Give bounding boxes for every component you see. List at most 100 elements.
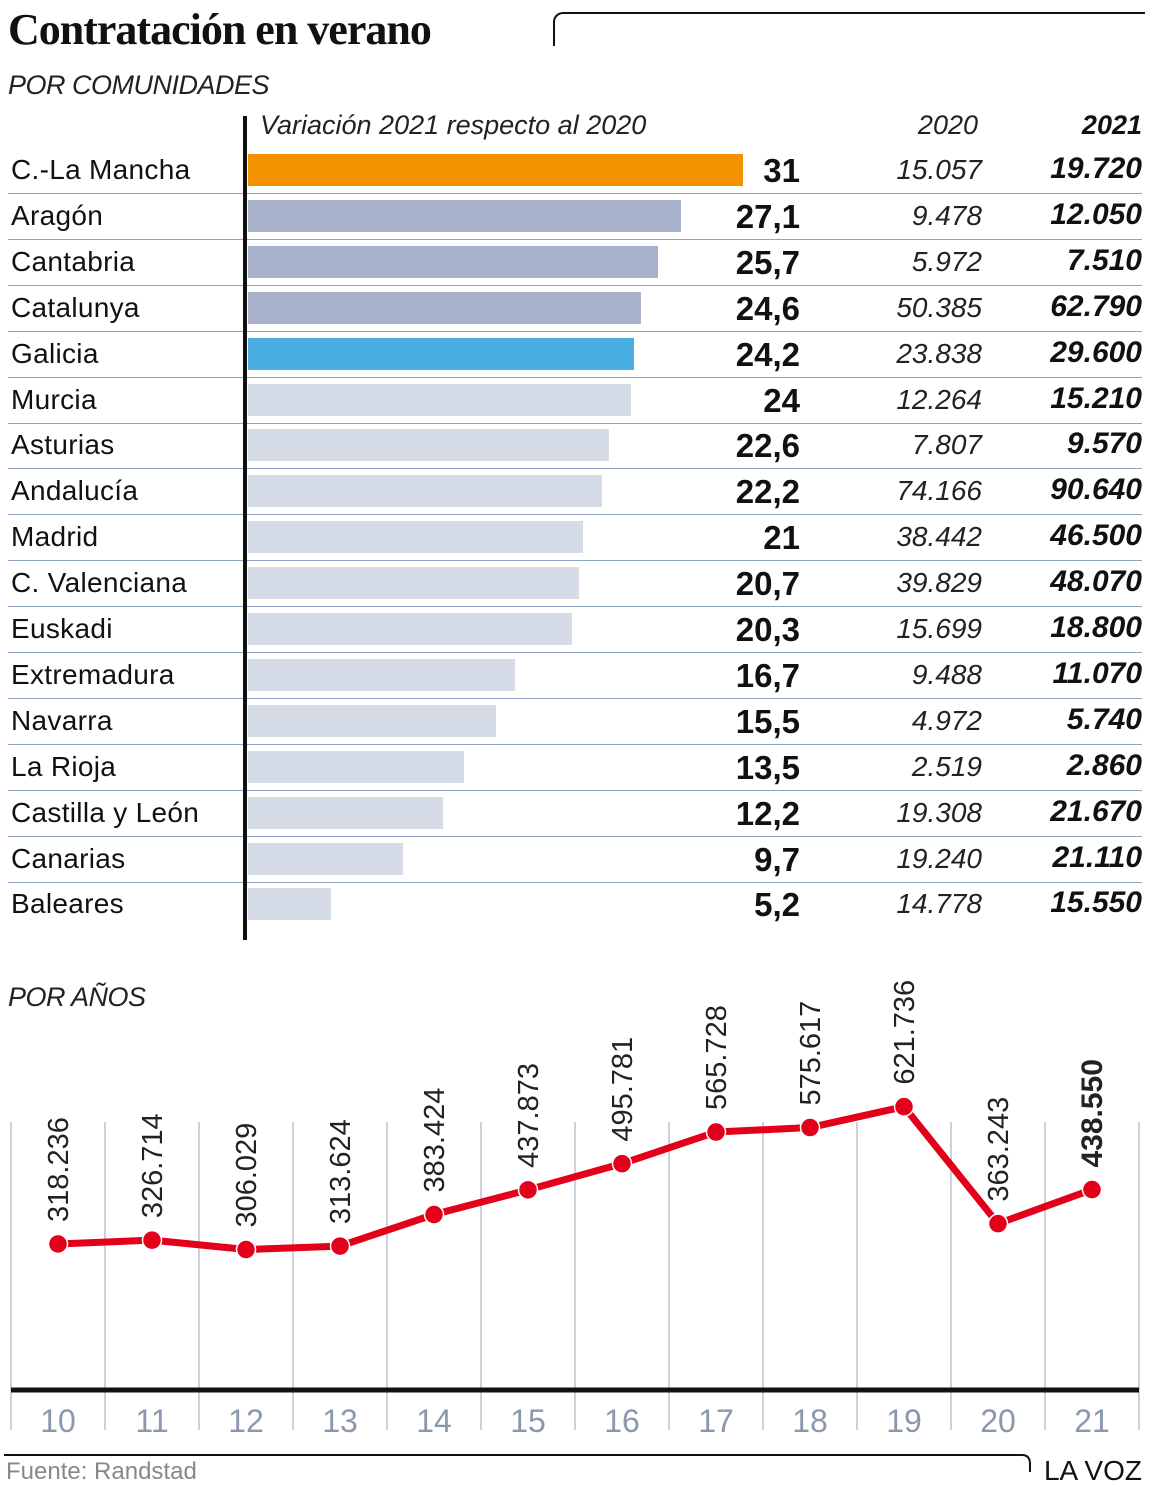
table-row: La Rioja 13,5 2.519 2.860 — [8, 745, 1142, 791]
data-label: 326.714 — [137, 1113, 169, 1218]
variation-bar — [248, 475, 603, 508]
table-row: Galicia 24,2 23.838 29.600 — [8, 332, 1142, 378]
variation-bar — [248, 658, 515, 691]
community-name: Andalucía — [11, 475, 139, 507]
variation-bar — [248, 888, 332, 921]
table-row: Asturias 22,6 7.807 9.570 — [8, 423, 1142, 470]
data-label: 363.243 — [983, 1097, 1015, 1202]
community-name: Catalunya — [11, 291, 140, 323]
column-header-2021: 2021 — [1081, 110, 1142, 140]
variation-bar — [248, 291, 641, 324]
variation-bar — [248, 750, 464, 783]
x-tick-label: 15 — [510, 1403, 546, 1439]
data-point — [141, 1229, 163, 1251]
community-name: C.-La Mancha — [11, 154, 191, 185]
value-2020: 38.442 — [896, 521, 982, 553]
community-name: Castilla y León — [11, 796, 200, 828]
value-2020: 15.699 — [896, 613, 982, 644]
variation-label: 13,5 — [735, 748, 800, 786]
community-name: Baleares — [11, 888, 124, 920]
value-2020: 19.308 — [896, 796, 982, 828]
variation-bar — [248, 613, 573, 645]
data-point — [517, 1179, 539, 1201]
value-2021: 12.050 — [1050, 197, 1142, 231]
page-title: Contratación en verano — [8, 5, 432, 54]
value-2020: 9.488 — [911, 658, 982, 690]
value-2020: 7.807 — [911, 429, 982, 461]
value-2020: 74.166 — [896, 475, 982, 507]
table-row: Canarias 9,7 19.240 21.110 — [8, 837, 1142, 883]
variation-bar — [248, 154, 743, 186]
table-row: Castilla y León 12,2 19.308 21.670 — [8, 791, 1142, 837]
x-tick-label: 11 — [135, 1403, 168, 1439]
variation-label: 22,6 — [735, 427, 800, 465]
data-label: 565.728 — [701, 1005, 733, 1110]
variation-label: 12,2 — [735, 794, 800, 832]
community-name: Euskadi — [11, 613, 113, 644]
table-row: Extremadura 16,7 9.488 11.070 — [8, 653, 1142, 699]
variation-label: 15,5 — [735, 702, 800, 740]
value-2020: 5.972 — [911, 245, 982, 277]
data-point — [611, 1153, 633, 1174]
x-tick-label: 12 — [228, 1403, 264, 1439]
table-row: C. Valenciana 20,7 39.829 48.070 — [8, 561, 1142, 608]
community-name: Aragón — [11, 199, 104, 231]
table-row: Cantabria 25,7 5.972 7.510 — [8, 240, 1142, 286]
variation-bar — [248, 245, 659, 278]
variation-bar — [248, 429, 609, 462]
community-name: Madrid — [11, 521, 99, 553]
table-row: Catalunya 24,6 50.385 62.790 — [8, 286, 1142, 332]
table-row: Baleares 5,2 14.778 15.550 — [8, 882, 1142, 928]
variation-label: 24 — [763, 381, 800, 419]
value-2021: 21.670 — [1050, 794, 1142, 828]
variation-label: 16,7 — [735, 656, 800, 694]
variation-label: 24,2 — [735, 335, 800, 373]
table-row: C.-La Mancha 31 15.057 19.720 — [8, 148, 1142, 194]
table-row: Navarra 15,5 4.972 5.740 — [8, 699, 1142, 745]
value-2021: 9.570 — [1066, 427, 1142, 461]
column-header-variation: Variación 2021 respecto al 2020 — [260, 110, 647, 140]
community-name: C. Valenciana — [11, 567, 188, 599]
variation-label: 9,7 — [754, 840, 800, 878]
x-tick-label: 21 — [1074, 1403, 1110, 1439]
value-2021: 46.500 — [1050, 519, 1142, 553]
data-label: 438.550 — [1076, 1059, 1109, 1167]
x-tick-label: 18 — [792, 1403, 828, 1439]
data-point — [893, 1096, 915, 1117]
table-row: Andalucía 22,2 74.166 90.640 — [8, 469, 1142, 516]
value-2021: 90.640 — [1050, 473, 1142, 507]
value-2021: 11.070 — [1052, 656, 1142, 690]
value-2021: 7.510 — [1066, 243, 1142, 277]
value-2020: 4.972 — [911, 704, 982, 736]
variation-bar — [248, 567, 579, 600]
footer-rule — [4, 1454, 1031, 1472]
variation-bar — [248, 521, 584, 554]
source-note: Fuente: Randstad — [6, 1458, 197, 1485]
variation-label: 22,2 — [735, 473, 800, 511]
x-tick-label: 10 — [40, 1403, 76, 1439]
data-point — [799, 1117, 821, 1138]
value-2020: 19.240 — [896, 842, 982, 874]
data-point — [423, 1204, 445, 1225]
x-tick-label: 19 — [886, 1403, 922, 1439]
data-point — [235, 1239, 257, 1260]
data-label: 437.873 — [513, 1063, 545, 1168]
community-name: Galicia — [11, 337, 99, 369]
variation-label: 31 — [763, 152, 800, 189]
table-row: Murcia 24 12.264 15.210 — [8, 378, 1142, 424]
data-point — [987, 1213, 1009, 1234]
community-name: Cantabria — [11, 245, 136, 277]
community-name: Asturias — [11, 429, 115, 461]
variation-label: 21 — [763, 519, 800, 557]
x-tick-label: 13 — [322, 1403, 358, 1439]
x-tick-label: 20 — [980, 1403, 1016, 1439]
variation-bar — [248, 842, 403, 875]
data-label: 383.424 — [419, 1088, 451, 1193]
community-name: Extremadura — [11, 658, 175, 690]
data-label: 313.624 — [325, 1119, 357, 1224]
data-point — [705, 1121, 727, 1143]
column-header-2020: 2020 — [917, 110, 978, 140]
table-row: Aragón 27,1 9.478 12.050 — [8, 194, 1142, 240]
x-tick-label: 16 — [604, 1403, 640, 1439]
value-2020: 39.829 — [896, 567, 982, 599]
